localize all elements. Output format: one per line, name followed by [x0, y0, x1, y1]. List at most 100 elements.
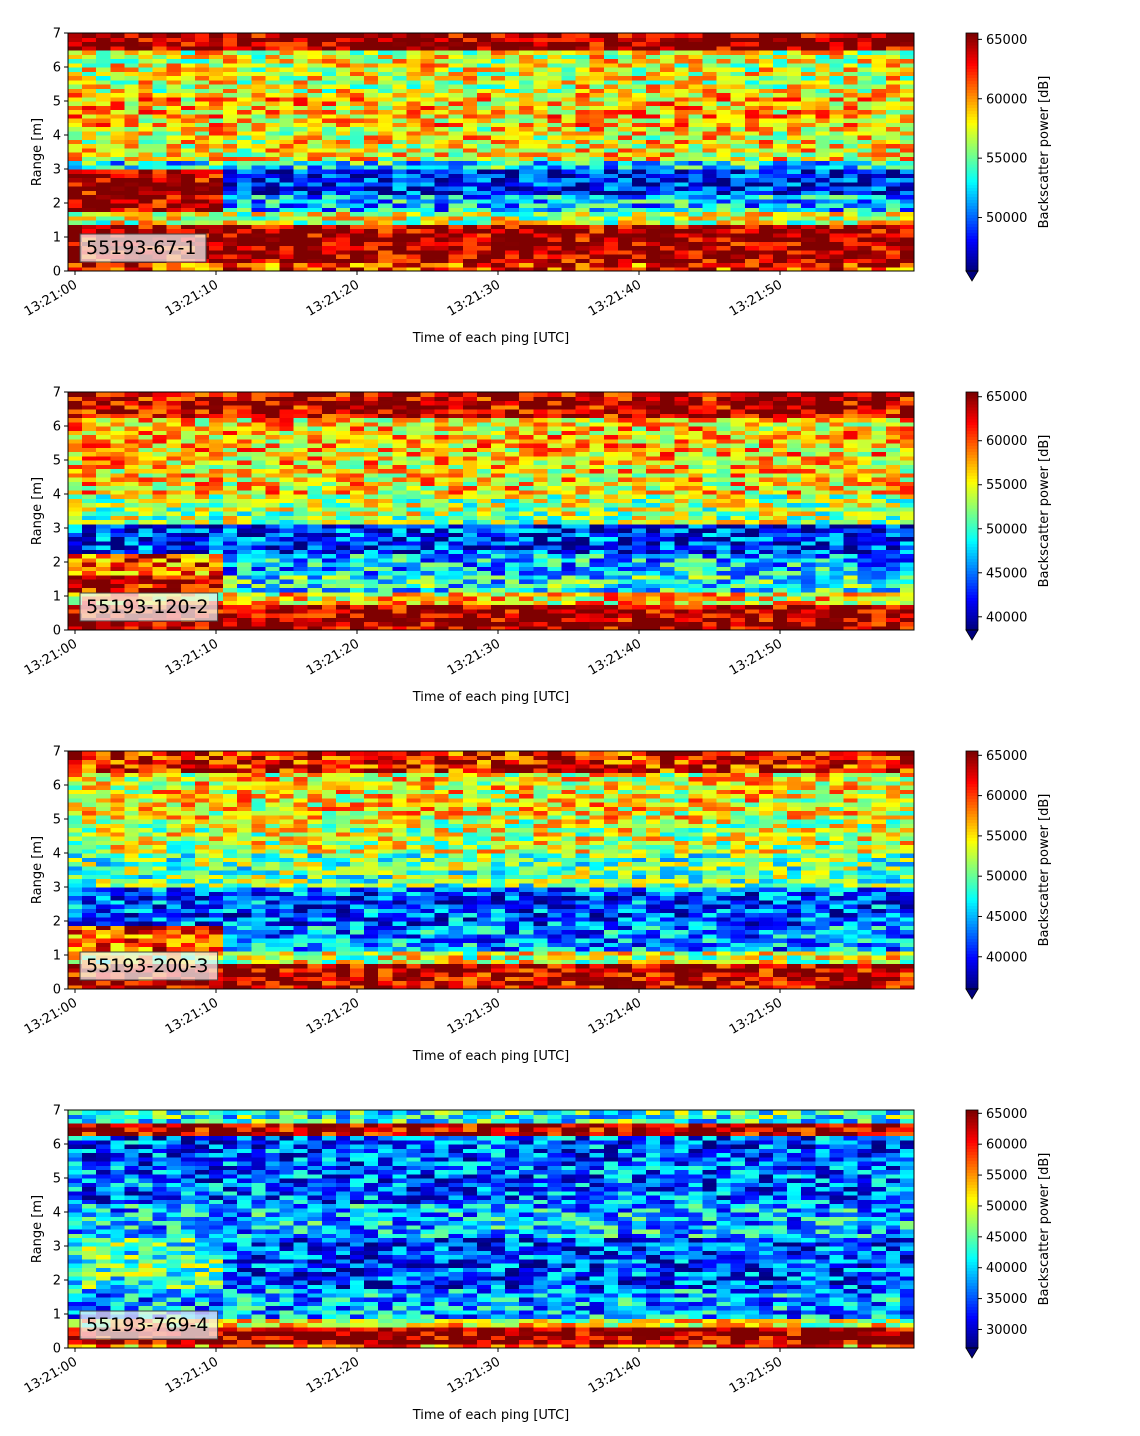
- heatmap-cell: [251, 443, 266, 448]
- heatmap-cell: [223, 396, 238, 402]
- heatmap-cell: [899, 109, 915, 115]
- heatmap-cell: [730, 58, 746, 64]
- heatmap-cell: [843, 207, 859, 213]
- heatmap-cell: [350, 258, 365, 264]
- colorbar-frame: [965, 32, 979, 272]
- heatmap-cell: [194, 262, 210, 268]
- heatmap-cell: [406, 502, 422, 508]
- heatmap-cell: [617, 245, 633, 251]
- heatmap-cell: [702, 50, 718, 55]
- heatmap-cell: [124, 33, 140, 38]
- heatmap-cell: [378, 173, 393, 179]
- heatmap-cell: [307, 207, 323, 213]
- heatmap-cell: [589, 181, 605, 187]
- heatmap-cell: [307, 262, 323, 268]
- heatmap-cell: [350, 211, 365, 217]
- heatmap-cell: [406, 50, 422, 55]
- heatmap-cell: [646, 177, 661, 183]
- heatmap-cell: [646, 164, 661, 170]
- heatmap-cell: [68, 88, 83, 94]
- heatmap-cell: [815, 190, 830, 196]
- heatmap-cell: [321, 498, 337, 504]
- heatmap-cell: [674, 101, 689, 106]
- heatmap-cell: [152, 477, 168, 482]
- heatmap-cell: [716, 109, 732, 115]
- heatmap-cell: [871, 207, 887, 213]
- heatmap-cell: [138, 88, 154, 94]
- heatmap-cell: [589, 194, 605, 200]
- heatmap-cell: [96, 130, 111, 136]
- heatmap-cell: [476, 190, 492, 196]
- colorbar-tick-label: 50000: [986, 211, 1027, 226]
- heatmap-cell: [420, 258, 436, 264]
- heatmap-cell: [350, 477, 365, 482]
- heatmap-cell: [209, 430, 224, 436]
- heatmap-cell: [420, 50, 436, 55]
- heatmap-cell: [209, 113, 224, 119]
- heatmap-cell: [223, 84, 238, 89]
- heatmap-cell: [251, 126, 266, 132]
- heatmap-cell: [533, 101, 548, 106]
- heatmap-cell: [307, 215, 323, 221]
- heatmap-cell: [617, 232, 633, 238]
- heatmap-cell: [350, 434, 365, 440]
- heatmap-cell: [589, 50, 605, 55]
- heatmap-cell: [335, 396, 351, 402]
- heatmap-cell: [660, 67, 675, 72]
- heatmap-cell: [293, 190, 309, 196]
- heatmap-cell: [448, 126, 464, 132]
- heatmap-cell: [660, 75, 675, 81]
- heatmap-cell: [138, 536, 154, 542]
- heatmap-cell: [899, 58, 915, 64]
- heatmap-cell: [194, 498, 210, 504]
- heatmap-cell: [152, 570, 168, 576]
- heatmap-cell: [660, 105, 675, 111]
- heatmap-cell: [307, 591, 323, 597]
- heatmap-cell: [885, 173, 901, 179]
- heatmap-cell: [871, 67, 887, 72]
- heatmap-cell: [702, 113, 718, 119]
- heatmap-cell: [660, 177, 675, 183]
- heatmap-cell: [476, 177, 492, 183]
- heatmap-cell: [758, 220, 774, 225]
- heatmap-cell: [265, 553, 281, 559]
- heatmap-cell: [406, 617, 422, 623]
- heatmap-cell: [223, 613, 238, 618]
- heatmap-cell: [237, 532, 252, 538]
- heatmap-cell: [209, 477, 224, 482]
- heatmap-cell: [589, 254, 605, 259]
- heatmap-cell: [758, 254, 774, 259]
- heatmap-cell: [829, 237, 845, 242]
- heatmap-cell: [392, 438, 407, 444]
- heatmap-cell: [82, 396, 97, 402]
- heatmap-cell: [124, 160, 140, 166]
- heatmap-cell: [307, 181, 323, 187]
- heatmap-cell: [744, 45, 760, 51]
- heatmap-cell: [603, 33, 619, 38]
- heatmap-cell: [223, 494, 238, 499]
- heatmap-cell: [716, 79, 732, 85]
- heatmap-cell: [124, 447, 140, 453]
- heatmap-cell: [406, 536, 422, 542]
- heatmap-cell: [491, 232, 506, 238]
- heatmap-cell: [251, 33, 266, 38]
- heatmap-cell: [350, 67, 365, 72]
- heatmap-cell: [688, 33, 704, 38]
- heatmap-cell: [152, 45, 168, 51]
- heatmap-cell: [476, 215, 492, 221]
- heatmap-cell: [632, 58, 647, 64]
- heatmap-cell: [448, 215, 464, 221]
- heatmap-cell: [787, 220, 802, 225]
- heatmap-cell: [96, 511, 111, 516]
- heatmap-cell: [307, 498, 323, 504]
- heatmap-cell: [166, 532, 182, 538]
- heatmap-cell: [533, 203, 548, 208]
- heatmap-cell: [364, 562, 379, 567]
- heatmap-cell: [561, 249, 577, 255]
- heatmap-cell: [124, 583, 140, 589]
- heatmap-cell: [660, 215, 675, 221]
- heatmap-cell: [476, 37, 492, 43]
- heatmap-cell: [787, 84, 802, 89]
- heatmap-cell: [180, 553, 196, 559]
- heatmap-cell: [194, 220, 210, 225]
